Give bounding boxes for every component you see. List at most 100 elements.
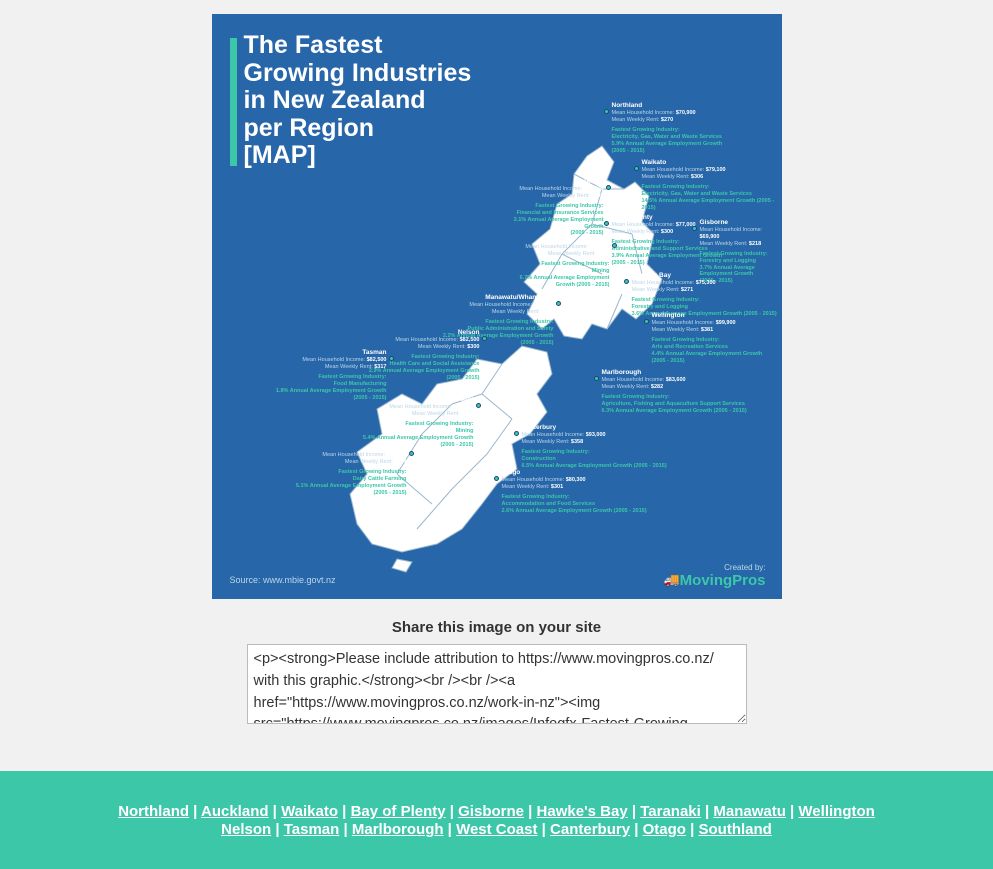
rent-line: Mean Weekly Rent: $317	[267, 364, 387, 371]
fgi-label: Fastest Growing Industry:	[652, 337, 763, 344]
fgi-label: Fastest Growing Industry:	[632, 297, 777, 304]
nav-separator: |	[338, 803, 351, 820]
rent-line: Mean Weekly Rent: $245	[354, 411, 474, 418]
rent-line: Mean Weekly Rent: $306	[642, 174, 782, 181]
nav-link-canterbury[interactable]: Canterbury	[550, 821, 630, 838]
income-line: Mean Household Income: $82,300	[354, 404, 474, 411]
growth-line: 5.9% Annual Average Employment Growth	[612, 141, 723, 148]
income-line: Mean Household Income: $79,100	[642, 167, 782, 174]
rent-line: Mean Weekly Rent: $270	[612, 117, 723, 124]
fgi-label: Fastest Growing Industry:	[700, 251, 782, 258]
nav-link-west-coast[interactable]: West Coast	[456, 821, 537, 838]
region-name: Nelson	[360, 329, 480, 337]
region-name: Canterbury	[522, 424, 667, 432]
rent-line: Mean Weekly Rent: $381	[652, 327, 763, 334]
region-name: Tasman	[267, 349, 387, 357]
marker-dot-icon	[692, 226, 697, 231]
region-name: Marlborough	[602, 369, 747, 377]
income-line: Mean Household Income: $69,900	[700, 227, 782, 241]
share-block: Share this image on your site	[247, 619, 747, 729]
region-taranaki: TaranakiMean Household Income: $86,400Me…	[510, 236, 610, 288]
created-by-label: Created by:	[663, 563, 765, 572]
nav-link-marlborough[interactable]: Marlborough	[352, 821, 444, 838]
marker-dot-icon	[634, 166, 639, 171]
share-heading: Share this image on your site	[247, 619, 747, 636]
nav-separator: |	[339, 821, 352, 838]
marker-dot-icon	[556, 301, 561, 306]
nav-separator: |	[786, 803, 799, 820]
industry-name: Dairy Cattle Farming	[287, 476, 407, 483]
region-wellington: WellingtonMean Household Income: $99,900…	[652, 312, 763, 364]
fgi-label: Fastest Growing Industry:	[522, 449, 667, 456]
region-marlborough: MarlboroughMean Household Income: $83,60…	[602, 369, 747, 415]
growth-line: 4.4% Annual Average Employment Growth	[652, 351, 763, 358]
title-accent-bar	[230, 38, 237, 166]
years-line: (2005 - 2015)	[287, 490, 407, 497]
fgi-label: Fastest Growing Industry:	[267, 374, 387, 381]
source-label: Source: www.mbie.govt.nz	[230, 575, 336, 585]
marker-dot-icon	[612, 243, 617, 248]
rent-line: Mean Weekly Rent: $281	[510, 251, 610, 258]
rent-line: Mean Weekly Rent: $282	[602, 384, 747, 391]
nav-separator: |	[444, 821, 457, 838]
income-line: Mean Household Income: $86,400	[510, 244, 610, 251]
industry-name: Construction	[522, 456, 667, 463]
growth-line: 3.1% Annual Average Employment Growth	[504, 217, 604, 231]
nav-link-manawatu[interactable]: Manawatu	[713, 803, 786, 820]
nav-separator: |	[189, 803, 201, 820]
fgi-label: Fastest Growing Industry:	[642, 184, 782, 191]
income-line: Mean Household Income: $75,300	[632, 280, 777, 287]
region-west-coast: West CoastMean Household Income: $82,300…	[354, 396, 474, 448]
nav-link-otago[interactable]: Otago	[643, 821, 686, 838]
region-northland: NorthlandMean Household Income: $70,900M…	[612, 102, 723, 154]
rent-line: Mean Weekly Rent: $218	[700, 241, 782, 248]
industry-name: Accommodation and Food Services	[502, 501, 647, 508]
region-otago: OtagoMean Household Income: $80,300Mean …	[502, 469, 647, 515]
income-line: Mean Household Income: $80,300	[502, 477, 647, 484]
nav-row-2: Nelson | Tasman | Marlborough | West Coa…	[20, 821, 973, 839]
nav-link-waikato[interactable]: Waikato	[281, 803, 338, 820]
nav-separator: |	[630, 821, 643, 838]
years-line: (2005 - 2015)	[652, 358, 763, 365]
rent-line: Mean Weekly Rent: $358	[522, 439, 667, 446]
nav-link-bay-of-plenty[interactable]: Bay of Plenty	[351, 803, 446, 820]
growth-line: 6.7% Annual Average Employment Growth (2…	[510, 275, 610, 289]
marker-dot-icon	[604, 109, 609, 114]
income-line: Mean Household Income: $87,100	[287, 452, 407, 459]
marker-dot-icon	[389, 356, 394, 361]
growth-line: 5.1% Annual Average Employment Growth	[287, 483, 407, 490]
region-name: West Coast	[354, 396, 474, 404]
nav-link-wellington[interactable]: Wellington	[798, 803, 874, 820]
embed-code-textarea[interactable]	[247, 644, 747, 724]
industry-name: Food Manufacturing	[267, 381, 387, 388]
marker-dot-icon	[494, 476, 499, 481]
truck-icon: 🚚	[663, 572, 679, 588]
fgi-label: Fastest Growing Industry:	[502, 494, 647, 501]
industry-name: Arts and Recreation Services	[652, 344, 763, 351]
income-line: Mean Household Income: $93,000	[522, 432, 667, 439]
rent-line: Mean Weekly Rent: $271	[632, 287, 777, 294]
fgi-label: Fastest Growing Industry:	[602, 394, 747, 401]
marker-dot-icon	[482, 336, 487, 341]
movingpros-logo: 🚚MovingPros	[663, 572, 765, 589]
nav-row-1: Northland | Auckland | Waikato | Bay of …	[20, 803, 973, 821]
fgi-label: Fastest Growing Industry:	[354, 421, 474, 428]
nav-separator: |	[269, 803, 282, 820]
nav-link-taranaki[interactable]: Taranaki	[640, 803, 701, 820]
nav-link-gisborne[interactable]: Gisborne	[458, 803, 524, 820]
region-name: Auckland	[504, 178, 604, 186]
nav-link-auckland[interactable]: Auckland	[201, 803, 269, 820]
industry-name: Forestry and Logging	[700, 258, 782, 265]
region-name: Waikato	[642, 159, 782, 167]
nav-link-nelson[interactable]: Nelson	[221, 821, 271, 838]
growth-line: 1.8% Annual Average Employment Growth	[267, 388, 387, 395]
nav-link-southland[interactable]: Southland	[699, 821, 772, 838]
region-name: Manawatu/Whanganui	[434, 294, 554, 302]
nav-link-northland[interactable]: Northland	[118, 803, 189, 820]
nav-separator: |	[271, 821, 284, 838]
marker-dot-icon	[606, 185, 611, 190]
marker-dot-icon	[409, 451, 414, 456]
nav-link-tasman[interactable]: Tasman	[284, 821, 340, 838]
nav-link-hawke-s-bay[interactable]: Hawke's Bay	[537, 803, 628, 820]
region-canterbury: CanterburyMean Household Income: $93,000…	[522, 424, 667, 470]
